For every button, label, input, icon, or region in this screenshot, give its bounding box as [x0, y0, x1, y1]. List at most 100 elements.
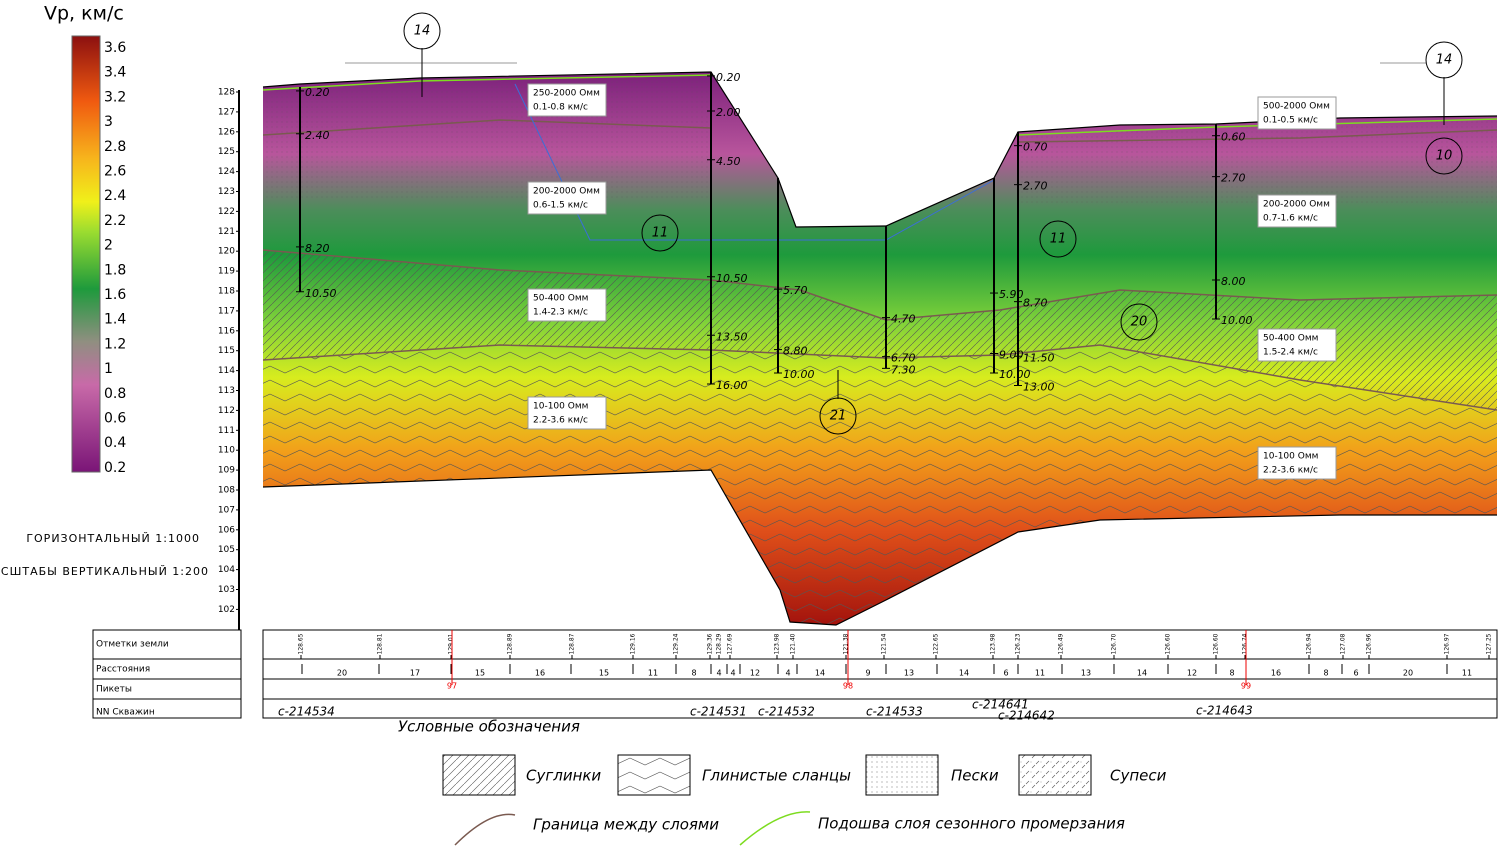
callout-circle: [819, 397, 857, 435]
ground-mark: 127.69: [727, 633, 734, 654]
colorbar-tick: 0.8: [104, 386, 126, 402]
colorbar-tick: 0.4: [104, 435, 126, 451]
callout-circle: [403, 12, 441, 50]
colorbar-tick: 1: [104, 361, 113, 377]
borehole-depth: 10.00: [999, 368, 1031, 381]
table-row-label: Расстояния: [96, 665, 150, 675]
ground-mark: 121.54: [881, 633, 888, 654]
ground-mark: 128.89: [507, 633, 514, 654]
callout-circle: [1425, 41, 1463, 79]
scale-vertical: МАСШТАБЫ ВЕРТИКАЛЬНЫЙ 1:200: [0, 565, 209, 578]
layer-velocity: 0.7-1.6 км/с: [1263, 214, 1318, 224]
callout-circle: [1039, 220, 1077, 258]
layer-resistivity: 500-2000 Омм: [1263, 102, 1330, 112]
borehole-depth: 5.70: [783, 284, 808, 297]
distance: 20: [337, 669, 347, 678]
distance: 6: [1003, 669, 1008, 678]
elevation-label: 110: [218, 446, 235, 456]
elevation-label: 117: [218, 306, 235, 316]
ground-mark: 129.01: [448, 633, 455, 654]
borehole-name: c-214643: [1196, 704, 1253, 718]
elevation-label: 107: [218, 505, 235, 515]
borehole-name: c-214531: [690, 705, 747, 719]
layer-label-box: [1257, 446, 1337, 480]
picket: 97: [447, 682, 457, 691]
table-row-label: Отметки земли: [96, 640, 169, 650]
distance: 8: [691, 669, 696, 678]
colorbar-tick: 1.2: [104, 336, 126, 352]
borehole-depth: 0.20: [716, 71, 741, 84]
distance: 20: [1403, 669, 1413, 678]
callout-number: 21: [830, 409, 847, 424]
picket: 99: [1241, 682, 1251, 691]
ground-mark: 126.96: [1366, 633, 1373, 654]
legend-line: Подошва слоя сезонного промерзания: [818, 815, 1125, 833]
elevation-label: 123: [218, 187, 235, 197]
distance: 6: [1353, 669, 1358, 678]
ground-mark: 128.81: [377, 633, 384, 654]
ground-mark: 126.97: [1444, 633, 1451, 654]
distance: 15: [599, 669, 609, 678]
ground-mark: 122.65: [933, 633, 940, 654]
borehole-depth: 4.70: [891, 313, 916, 326]
ground-mark: 128.87: [569, 633, 576, 654]
colorbar-tick: 0.6: [104, 411, 126, 427]
borehole-depth: 6.70: [891, 352, 916, 365]
legend-item: Суглинки: [526, 767, 601, 785]
layer-velocity: 0.1-0.5 км/с: [1263, 116, 1318, 126]
legend-line: Граница между слоями: [533, 816, 719, 834]
table-row-label: NN Скважин: [96, 708, 155, 718]
picket: 98: [843, 682, 853, 691]
layer-resistivity: 250-2000 Омм: [533, 89, 600, 99]
layer-resistivity: 200-2000 Омм: [533, 187, 600, 197]
distance: 9: [865, 669, 870, 678]
colorbar-tick: 1.6: [104, 287, 126, 303]
borehole-depth: 4.50: [716, 155, 741, 168]
ground-mark: 123.98: [774, 633, 781, 654]
borehole-depth: 10.00: [783, 368, 815, 381]
distance: 13: [1081, 669, 1091, 678]
borehole-depth: 2.00: [716, 106, 741, 119]
colorbar-tick: 2.6: [104, 164, 126, 180]
ground-mark: 127.25: [1486, 633, 1493, 654]
colorbar-tick: 2: [104, 238, 113, 254]
distance: 12: [750, 669, 760, 678]
borehole-depth: 0.70: [1023, 141, 1048, 154]
borehole-depth: 10.50: [305, 287, 337, 300]
borehole-depth: 13.00: [1023, 381, 1055, 394]
borehole-depth: 8.70: [1023, 297, 1048, 310]
ground-mark: 121.38: [843, 633, 850, 654]
distance: 8: [1323, 669, 1328, 678]
colorbar-tick: 3.4: [104, 65, 126, 81]
colorbar-tick: 1.8: [104, 262, 126, 278]
borehole-depth: 2.70: [1023, 180, 1048, 193]
borehole-name: c-214533: [866, 705, 923, 719]
scale-horizontal: ГОРИЗОНТАЛЬНЫЙ 1:1000: [26, 532, 200, 545]
borehole-depth: 16.00: [716, 379, 748, 392]
callout-number: 10: [1436, 149, 1453, 164]
borehole-depth: 0.20: [305, 86, 330, 99]
elevation-label: 124: [218, 167, 235, 177]
distance: 13: [904, 669, 914, 678]
distance: 4: [730, 669, 735, 678]
borehole-depth: 8.00: [1221, 275, 1246, 288]
layer-velocity: 1.5-2.4 км/с: [1263, 348, 1318, 358]
layer-label-box: [527, 181, 607, 215]
elevation-label: 103: [218, 585, 235, 595]
ground-mark: 126.74: [1242, 633, 1249, 654]
distance: 11: [1035, 669, 1045, 678]
borehole-name: c-214642: [998, 709, 1055, 723]
ground-mark: 126.70: [1111, 633, 1118, 654]
elevation-label: 119: [218, 267, 235, 277]
elevation-label: 120: [218, 247, 235, 257]
legend-title: Условные обозначения: [398, 718, 580, 736]
layer-label-box: [527, 288, 607, 322]
borehole-depth: 8.20: [305, 242, 330, 255]
elevation-label: 125: [218, 147, 235, 157]
ground-mark: 126.49: [1058, 633, 1065, 654]
ground-mark: 123.98: [990, 633, 997, 654]
colorbar-tick: 2.4: [104, 188, 126, 204]
distance: 12: [1187, 669, 1197, 678]
distance: 4: [785, 669, 790, 678]
callout-number: 14: [414, 24, 431, 39]
